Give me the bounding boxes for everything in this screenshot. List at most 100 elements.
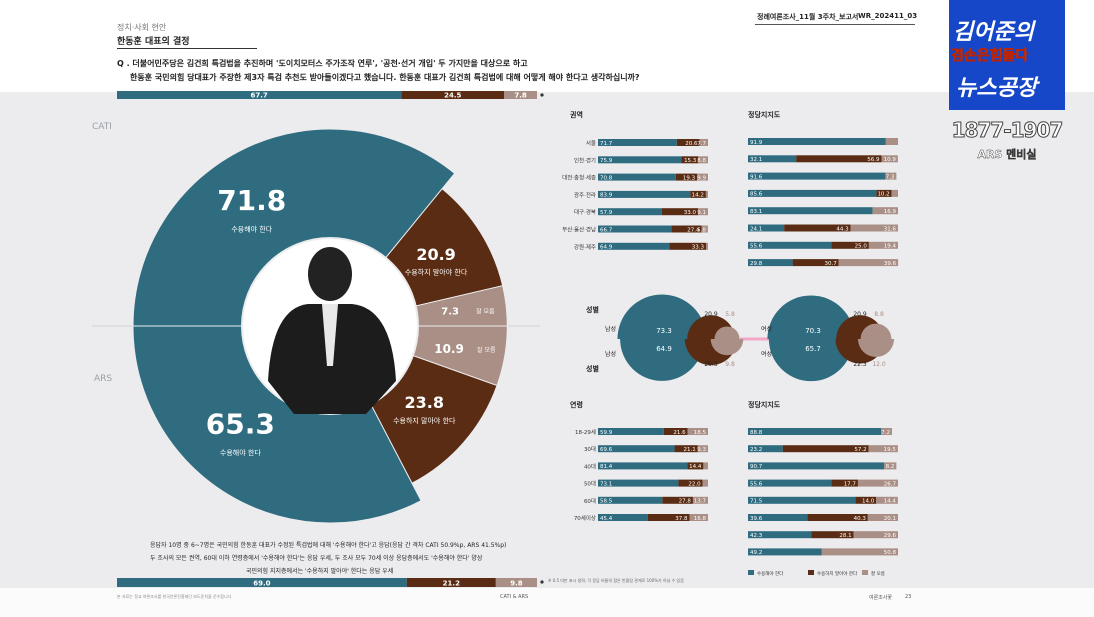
region-panel-value: 66.7 <box>600 227 613 233</box>
region-panel-bar <box>598 156 682 164</box>
page-number: 23 <box>905 594 912 600</box>
footer-band <box>0 588 1094 617</box>
region-panel-bar <box>598 225 672 233</box>
region-panel-value: 7.7 <box>697 141 706 147</box>
title-rule <box>117 48 257 49</box>
region-panel-value: 33.0 <box>684 210 697 216</box>
party-panel-ars-bar <box>748 428 882 435</box>
age-panel-bar <box>687 428 708 435</box>
party-panel-ars-value: 29.6 <box>884 533 897 539</box>
gender-cati-reject-value: 20.9 <box>853 311 867 318</box>
region-panel-category: 부산·울산·경남 <box>562 226 596 234</box>
party-panel-cati-bar <box>831 241 869 249</box>
party-panel-ars-bar <box>748 514 808 521</box>
region-panel-bar <box>598 208 662 216</box>
party-panel-ars-bar <box>853 531 898 539</box>
party-panel-cati-bar <box>891 189 898 197</box>
age-panel-bar <box>687 462 704 470</box>
party-panel-cati-bar <box>868 241 898 249</box>
age-panel-bar <box>598 496 663 504</box>
party-panel-ars-value: 90.7 <box>750 464 763 470</box>
cati-label: CATI <box>92 122 112 132</box>
gender-ars-dk-value: 12.0 <box>872 361 886 368</box>
region-panel-value: 20.6 <box>685 141 698 147</box>
region-panel-category: 대구·경북 <box>574 208 596 216</box>
party-panel-ars-bar <box>868 445 898 453</box>
cati-reject-caption: 수용하지 말아야 한다 <box>405 268 468 277</box>
age-panel-title: 연령 <box>570 400 583 409</box>
party-panel-cati-bar <box>876 189 892 197</box>
region-panel-value: 33.3 <box>692 245 705 251</box>
party-panel-cati-value: 10.2 <box>877 192 889 198</box>
party-panel-ars-value: 8.2 <box>886 464 895 470</box>
party-panel-ars-bar <box>876 496 898 504</box>
ars-accept-caption: 수용해야 한다 <box>220 448 261 457</box>
party-panel-ars-bar <box>748 531 812 539</box>
age-panel-value: 73.1 <box>600 481 612 487</box>
gender-ars-accept-value: 65.7 <box>805 345 821 353</box>
party-panel-ars-bar <box>748 462 885 470</box>
party-panel-cati-value: 85.6 <box>750 192 763 198</box>
region-panel-bar <box>598 190 691 198</box>
report-code: WR_202411_03 <box>858 12 918 20</box>
region-panel-bar <box>697 208 708 216</box>
age-panel-value: 22.0 <box>688 481 701 487</box>
age-panel-value: 18.5 <box>694 430 707 436</box>
age-panel-value: 21.6 <box>673 430 686 436</box>
gender-cati-accept-value: 70.3 <box>805 327 821 335</box>
ars-dk-caption: 잘 모름 <box>477 346 496 354</box>
party-panel-cati-bar <box>748 207 873 215</box>
party-panel-ars-value: 50.8 <box>884 550 897 556</box>
region-panel-category: 대전·충청·세종 <box>562 174 596 182</box>
party-panel-ars-value: 57.2 <box>854 447 866 453</box>
region-panel-category: 강원·제주 <box>574 243 596 251</box>
gender-title-cati: 성별 <box>586 305 599 314</box>
party-panel-ars-bar <box>884 462 897 470</box>
age-panel-value: 27.8 <box>679 499 692 505</box>
cati-total-bar-segment <box>401 91 505 99</box>
party-panel-cati-bar <box>748 172 886 180</box>
party-panel-cati-value: 29.8 <box>750 261 763 267</box>
party-panel-cati-bar <box>850 224 898 232</box>
party-panel-cati-value: 91.9 <box>750 140 763 146</box>
gender-accept-bubble <box>620 339 704 381</box>
region-panel-bar <box>690 190 706 198</box>
party-panel-ars-value: 28.1 <box>839 533 851 539</box>
logo-line-2: 겸손은힘들다 <box>951 48 1029 65</box>
party-panel-ars-bar <box>807 514 868 521</box>
region-panel-value: 19.3 <box>683 175 696 181</box>
age-panel-value: 13.7 <box>694 499 707 505</box>
region-panel-bar <box>681 156 699 164</box>
party-panel-ars-bar <box>748 548 822 556</box>
party-panel-cati-value: 32.1 <box>750 157 762 163</box>
ars-total-bar-segment <box>495 578 537 587</box>
gender-group-label: 남성 <box>605 325 616 333</box>
gender-cati-dk-value: 5.8 <box>725 311 735 318</box>
region-panel-bar <box>698 156 708 164</box>
region-panel-value: 70.8 <box>600 175 613 181</box>
broadcast-logo <box>949 0 1065 110</box>
region-panel-bar <box>697 173 708 181</box>
region-panel-value: 9.9 <box>697 175 706 181</box>
party-panel-cati-value: 24.1 <box>750 226 762 232</box>
party-panel-ars-bar <box>811 531 854 539</box>
gender-accept-bubble <box>768 339 854 382</box>
gender-title-ars: 성별 <box>586 364 599 373</box>
age-panel-value: 59.9 <box>600 430 613 436</box>
party-panel-cati-bar <box>748 189 877 197</box>
party-panel-ars-bar <box>748 496 856 504</box>
party-panel-cati-bar <box>792 259 839 267</box>
party-panel-cati-bar <box>885 138 898 145</box>
age-panel-bar <box>702 479 708 487</box>
cati-total-bar-label: 7.8 <box>514 92 527 100</box>
party-panel-cati-value: 56.9 <box>867 157 880 163</box>
party-panel-ars-bar <box>855 496 877 504</box>
gender-cati-dk-value: 8.8 <box>874 311 884 318</box>
party-panel-ars-value: 49.2 <box>750 550 762 556</box>
party-panel-cati-value: 10.9 <box>884 157 897 163</box>
age-panel-value: 69.6 <box>600 447 613 453</box>
age-panel-value: 58.5 <box>600 499 613 505</box>
question-line-2: 한동훈 국민의힘 당대표가 주장한 제3자 특검 추천도 받아들이겠다고 했습니… <box>130 73 640 82</box>
gender-dk-bubble <box>714 326 740 339</box>
age-panel-value: 16.8 <box>694 516 707 522</box>
